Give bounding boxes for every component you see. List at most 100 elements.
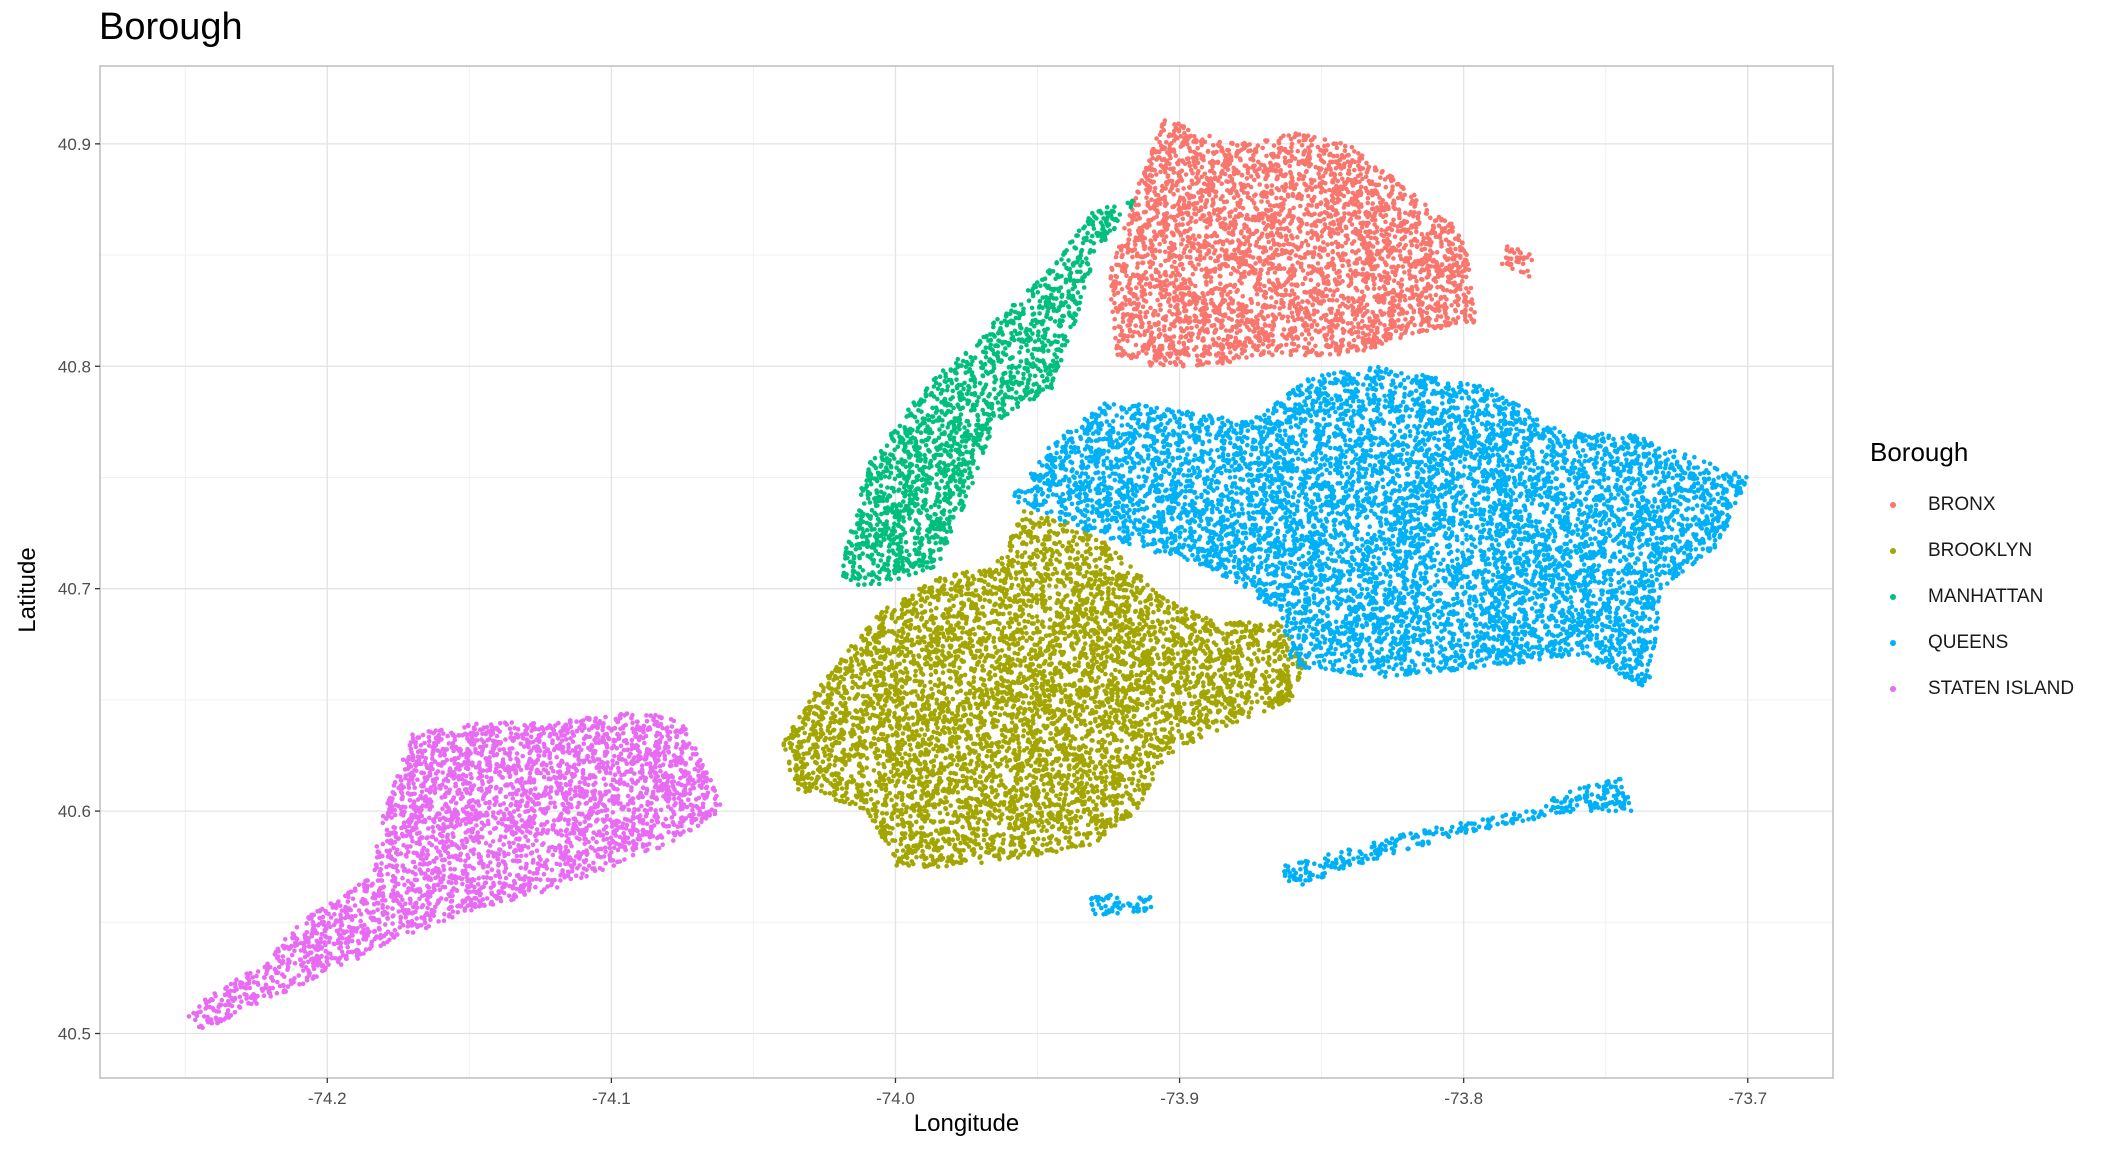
data-point bbox=[1313, 246, 1318, 251]
data-point bbox=[1188, 319, 1193, 324]
data-point bbox=[1191, 264, 1196, 269]
data-point bbox=[1145, 167, 1150, 172]
data-point bbox=[1258, 259, 1263, 264]
data-point bbox=[819, 789, 824, 794]
data-point bbox=[1334, 342, 1339, 347]
data-point bbox=[1285, 214, 1290, 219]
data-point bbox=[1184, 134, 1189, 139]
data-point bbox=[1443, 311, 1448, 316]
data-point bbox=[1246, 149, 1251, 154]
data-point bbox=[1145, 328, 1150, 333]
data-point bbox=[1365, 309, 1370, 314]
data-point bbox=[1316, 282, 1321, 287]
data-point bbox=[1300, 143, 1305, 148]
data-point bbox=[1298, 219, 1303, 224]
data-point bbox=[1452, 289, 1457, 294]
data-point bbox=[1331, 196, 1336, 201]
data-point bbox=[1205, 225, 1210, 230]
data-point bbox=[1322, 281, 1327, 286]
data-point bbox=[1404, 326, 1409, 331]
data-point bbox=[1366, 286, 1371, 291]
data-point bbox=[1058, 792, 1063, 797]
data-point bbox=[1346, 296, 1351, 301]
data-point bbox=[1412, 210, 1417, 215]
data-point bbox=[1270, 266, 1275, 271]
data-point bbox=[1345, 260, 1350, 265]
data-point bbox=[1295, 235, 1300, 240]
data-point bbox=[1270, 183, 1275, 188]
data-point bbox=[1366, 246, 1371, 251]
data-point bbox=[1303, 353, 1308, 358]
data-point bbox=[1425, 306, 1430, 311]
data-point bbox=[1163, 250, 1168, 255]
data-point bbox=[1403, 243, 1408, 248]
data-point bbox=[1302, 212, 1307, 217]
data-point bbox=[1120, 301, 1125, 306]
data-point bbox=[1210, 188, 1215, 193]
data-point bbox=[1297, 177, 1302, 182]
data-point bbox=[1340, 153, 1345, 158]
data-point bbox=[1168, 351, 1173, 356]
data-point bbox=[1335, 282, 1340, 287]
data-point bbox=[1160, 727, 1165, 732]
data-point bbox=[1164, 216, 1169, 221]
data-point bbox=[1262, 284, 1267, 289]
data-point bbox=[1284, 238, 1289, 243]
data-point bbox=[1410, 243, 1415, 248]
data-point bbox=[1235, 288, 1240, 293]
data-point bbox=[1117, 339, 1122, 344]
data-point bbox=[1142, 244, 1147, 249]
data-point bbox=[1466, 290, 1471, 295]
data-point bbox=[1402, 294, 1407, 299]
data-point bbox=[1419, 242, 1424, 247]
data-point bbox=[1303, 337, 1308, 342]
data-point bbox=[1204, 234, 1209, 239]
data-point bbox=[1045, 688, 1050, 693]
data-point bbox=[1304, 328, 1309, 333]
data-point bbox=[1017, 745, 1022, 750]
data-point bbox=[1265, 173, 1270, 178]
data-point bbox=[1149, 274, 1154, 279]
data-point bbox=[1411, 214, 1416, 219]
data-point bbox=[1133, 610, 1138, 615]
data-point bbox=[1414, 230, 1419, 235]
data-point bbox=[1229, 158, 1234, 163]
data-point bbox=[1221, 240, 1226, 245]
data-point bbox=[1367, 165, 1372, 170]
data-point bbox=[1269, 295, 1274, 300]
data-point bbox=[1153, 207, 1158, 212]
data-point bbox=[1122, 226, 1127, 231]
data-point bbox=[1521, 262, 1526, 267]
data-point bbox=[1154, 278, 1159, 283]
data-point bbox=[1290, 154, 1295, 159]
data-point bbox=[1172, 138, 1177, 143]
data-point bbox=[1331, 180, 1336, 185]
data-point bbox=[1472, 319, 1477, 324]
data-point bbox=[1221, 313, 1226, 318]
data-point bbox=[1409, 286, 1414, 291]
data-point bbox=[1199, 198, 1204, 203]
data-point bbox=[1412, 310, 1417, 315]
data-point bbox=[1296, 247, 1301, 252]
data-point bbox=[1215, 360, 1220, 365]
data-point bbox=[1327, 307, 1332, 312]
data-point bbox=[1316, 166, 1321, 171]
data-point bbox=[1199, 268, 1204, 273]
data-point bbox=[1208, 256, 1213, 261]
data-point bbox=[1519, 251, 1524, 256]
data-point bbox=[1449, 222, 1454, 227]
data-point bbox=[1173, 360, 1178, 365]
data-point bbox=[1408, 231, 1413, 236]
data-point bbox=[1175, 188, 1180, 193]
data-point bbox=[1384, 262, 1389, 267]
data-point bbox=[1128, 329, 1133, 334]
data-point bbox=[1098, 556, 1103, 561]
data-point bbox=[1317, 212, 1322, 217]
data-point bbox=[1310, 336, 1315, 341]
data-point bbox=[1282, 217, 1287, 222]
data-point bbox=[1309, 181, 1314, 186]
data-point bbox=[1307, 164, 1312, 169]
data-point bbox=[1224, 248, 1229, 253]
data-point bbox=[1204, 280, 1209, 285]
data-point bbox=[1389, 250, 1394, 255]
